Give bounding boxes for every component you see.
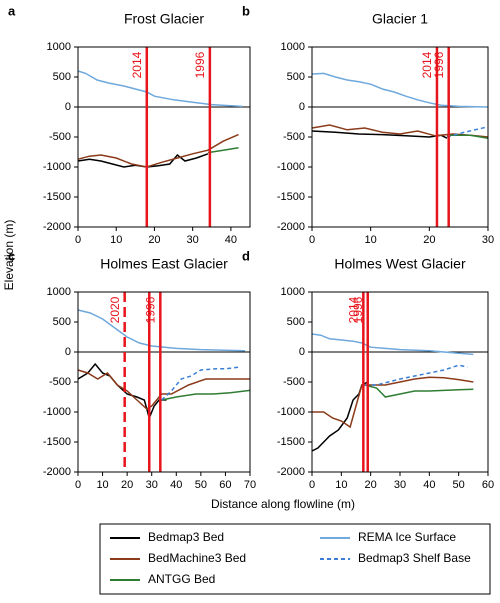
year-label: 2014 — [347, 296, 361, 323]
x-tick-label: 50 — [195, 479, 207, 491]
y-tick-label: 0 — [65, 346, 71, 358]
series-line — [312, 376, 474, 429]
panel-title: Holmes East Glacier — [100, 256, 228, 272]
year-label: 1996 — [143, 296, 157, 323]
y-tick-label: 500 — [53, 71, 71, 83]
y-tick-label: 500 — [287, 316, 305, 328]
y-tick-label: 0 — [299, 346, 305, 358]
y-tick-label: -1000 — [43, 161, 71, 173]
series-line — [161, 366, 241, 401]
y-tick-label: -1500 — [277, 436, 305, 448]
plot-frame — [311, 46, 489, 228]
series-line — [311, 72, 489, 108]
panel-letter: d — [242, 248, 250, 263]
x-tick-label: 20 — [423, 234, 435, 246]
series-line — [77, 362, 167, 421]
y-tick-label: -1500 — [43, 191, 71, 203]
x-tick-label: 20 — [365, 479, 377, 491]
x-axis-label: Distance along flowline (m) — [211, 497, 355, 511]
year-label: 1996 — [432, 51, 446, 78]
plot-frame — [77, 46, 251, 228]
x-tick-label: 20 — [121, 479, 133, 491]
panel-letter: a — [8, 3, 16, 18]
x-tick-label: 70 — [244, 479, 256, 491]
x-tick-label: 0 — [309, 234, 315, 246]
x-tick-label: 0 — [309, 479, 315, 491]
y-tick-label: -2000 — [43, 221, 71, 233]
x-tick-label: 30 — [482, 234, 494, 246]
y-tick-label: 0 — [299, 101, 305, 113]
y-tick-label: -500 — [283, 131, 305, 143]
x-tick-label: 20 — [148, 234, 160, 246]
x-tick-label: 30 — [394, 479, 406, 491]
x-tick-label: 40 — [170, 479, 182, 491]
legend-label: ANTGG Bed — [148, 572, 215, 586]
year-label: 1996 — [193, 51, 207, 78]
y-tick-label: 0 — [65, 101, 71, 113]
y-tick-label: -1500 — [43, 436, 71, 448]
series-line — [207, 147, 239, 154]
series-line — [77, 309, 246, 352]
year-label: 2014 — [130, 51, 144, 78]
year-label: 2014 — [420, 51, 434, 78]
y-tick-label: 500 — [287, 71, 305, 83]
legend-label: REMA Ice Surface — [358, 530, 456, 544]
series-line — [364, 384, 474, 398]
y-tick-label: 1000 — [281, 286, 305, 298]
legend-label: BedMachine3 Bed — [148, 551, 246, 565]
legend-label: Bedmap3 Bed — [148, 530, 224, 544]
y-tick-label: -500 — [49, 131, 71, 143]
panel-title: Glacier 1 — [372, 11, 428, 27]
x-tick-label: 40 — [225, 234, 237, 246]
year-label: 2020 — [108, 296, 122, 323]
series-line — [364, 364, 468, 386]
panel-title: Holmes West Glacier — [334, 256, 466, 272]
legend-box — [99, 523, 491, 595]
x-tick-label: 10 — [96, 479, 108, 491]
series-line — [77, 70, 243, 108]
panel-title: Frost Glacier — [124, 11, 204, 27]
y-tick-label: -500 — [283, 376, 305, 388]
x-tick-label: 60 — [219, 479, 231, 491]
panel-letter: c — [8, 248, 15, 263]
y-tick-label: 1000 — [47, 286, 71, 298]
x-tick-label: 50 — [453, 479, 465, 491]
x-tick-label: 10 — [335, 479, 347, 491]
x-tick-label: 0 — [75, 479, 81, 491]
x-tick-label: 40 — [423, 479, 435, 491]
x-tick-label: 10 — [365, 234, 377, 246]
panel-letter: b — [242, 3, 250, 18]
series-line — [311, 124, 489, 138]
legend-label: Bedmap3 Shelf Base — [358, 551, 471, 565]
series-line — [77, 369, 250, 410]
plot-frame — [77, 291, 251, 473]
x-tick-label: 0 — [75, 234, 81, 246]
series-line — [311, 333, 474, 356]
y-axis-label: Elevation (m) — [2, 220, 16, 291]
series-line — [161, 389, 251, 401]
y-tick-label: 500 — [53, 316, 71, 328]
y-tick-label: -2000 — [43, 466, 71, 478]
year-label: 1996 — [351, 296, 365, 323]
x-tick-label: 30 — [187, 234, 199, 246]
plot-frame — [311, 291, 489, 473]
series-line — [77, 133, 239, 168]
y-tick-label: 1000 — [281, 41, 305, 53]
x-tick-label: 30 — [146, 479, 158, 491]
y-tick-label: -1000 — [277, 406, 305, 418]
y-tick-label: 1000 — [47, 41, 71, 53]
x-tick-label: 60 — [482, 479, 494, 491]
y-tick-label: -2000 — [277, 221, 305, 233]
y-tick-label: -1000 — [277, 161, 305, 173]
y-tick-label: -1500 — [277, 191, 305, 203]
y-tick-label: -2000 — [277, 466, 305, 478]
x-tick-label: 10 — [110, 234, 122, 246]
y-tick-label: -500 — [49, 376, 71, 388]
y-tick-label: -1000 — [43, 406, 71, 418]
